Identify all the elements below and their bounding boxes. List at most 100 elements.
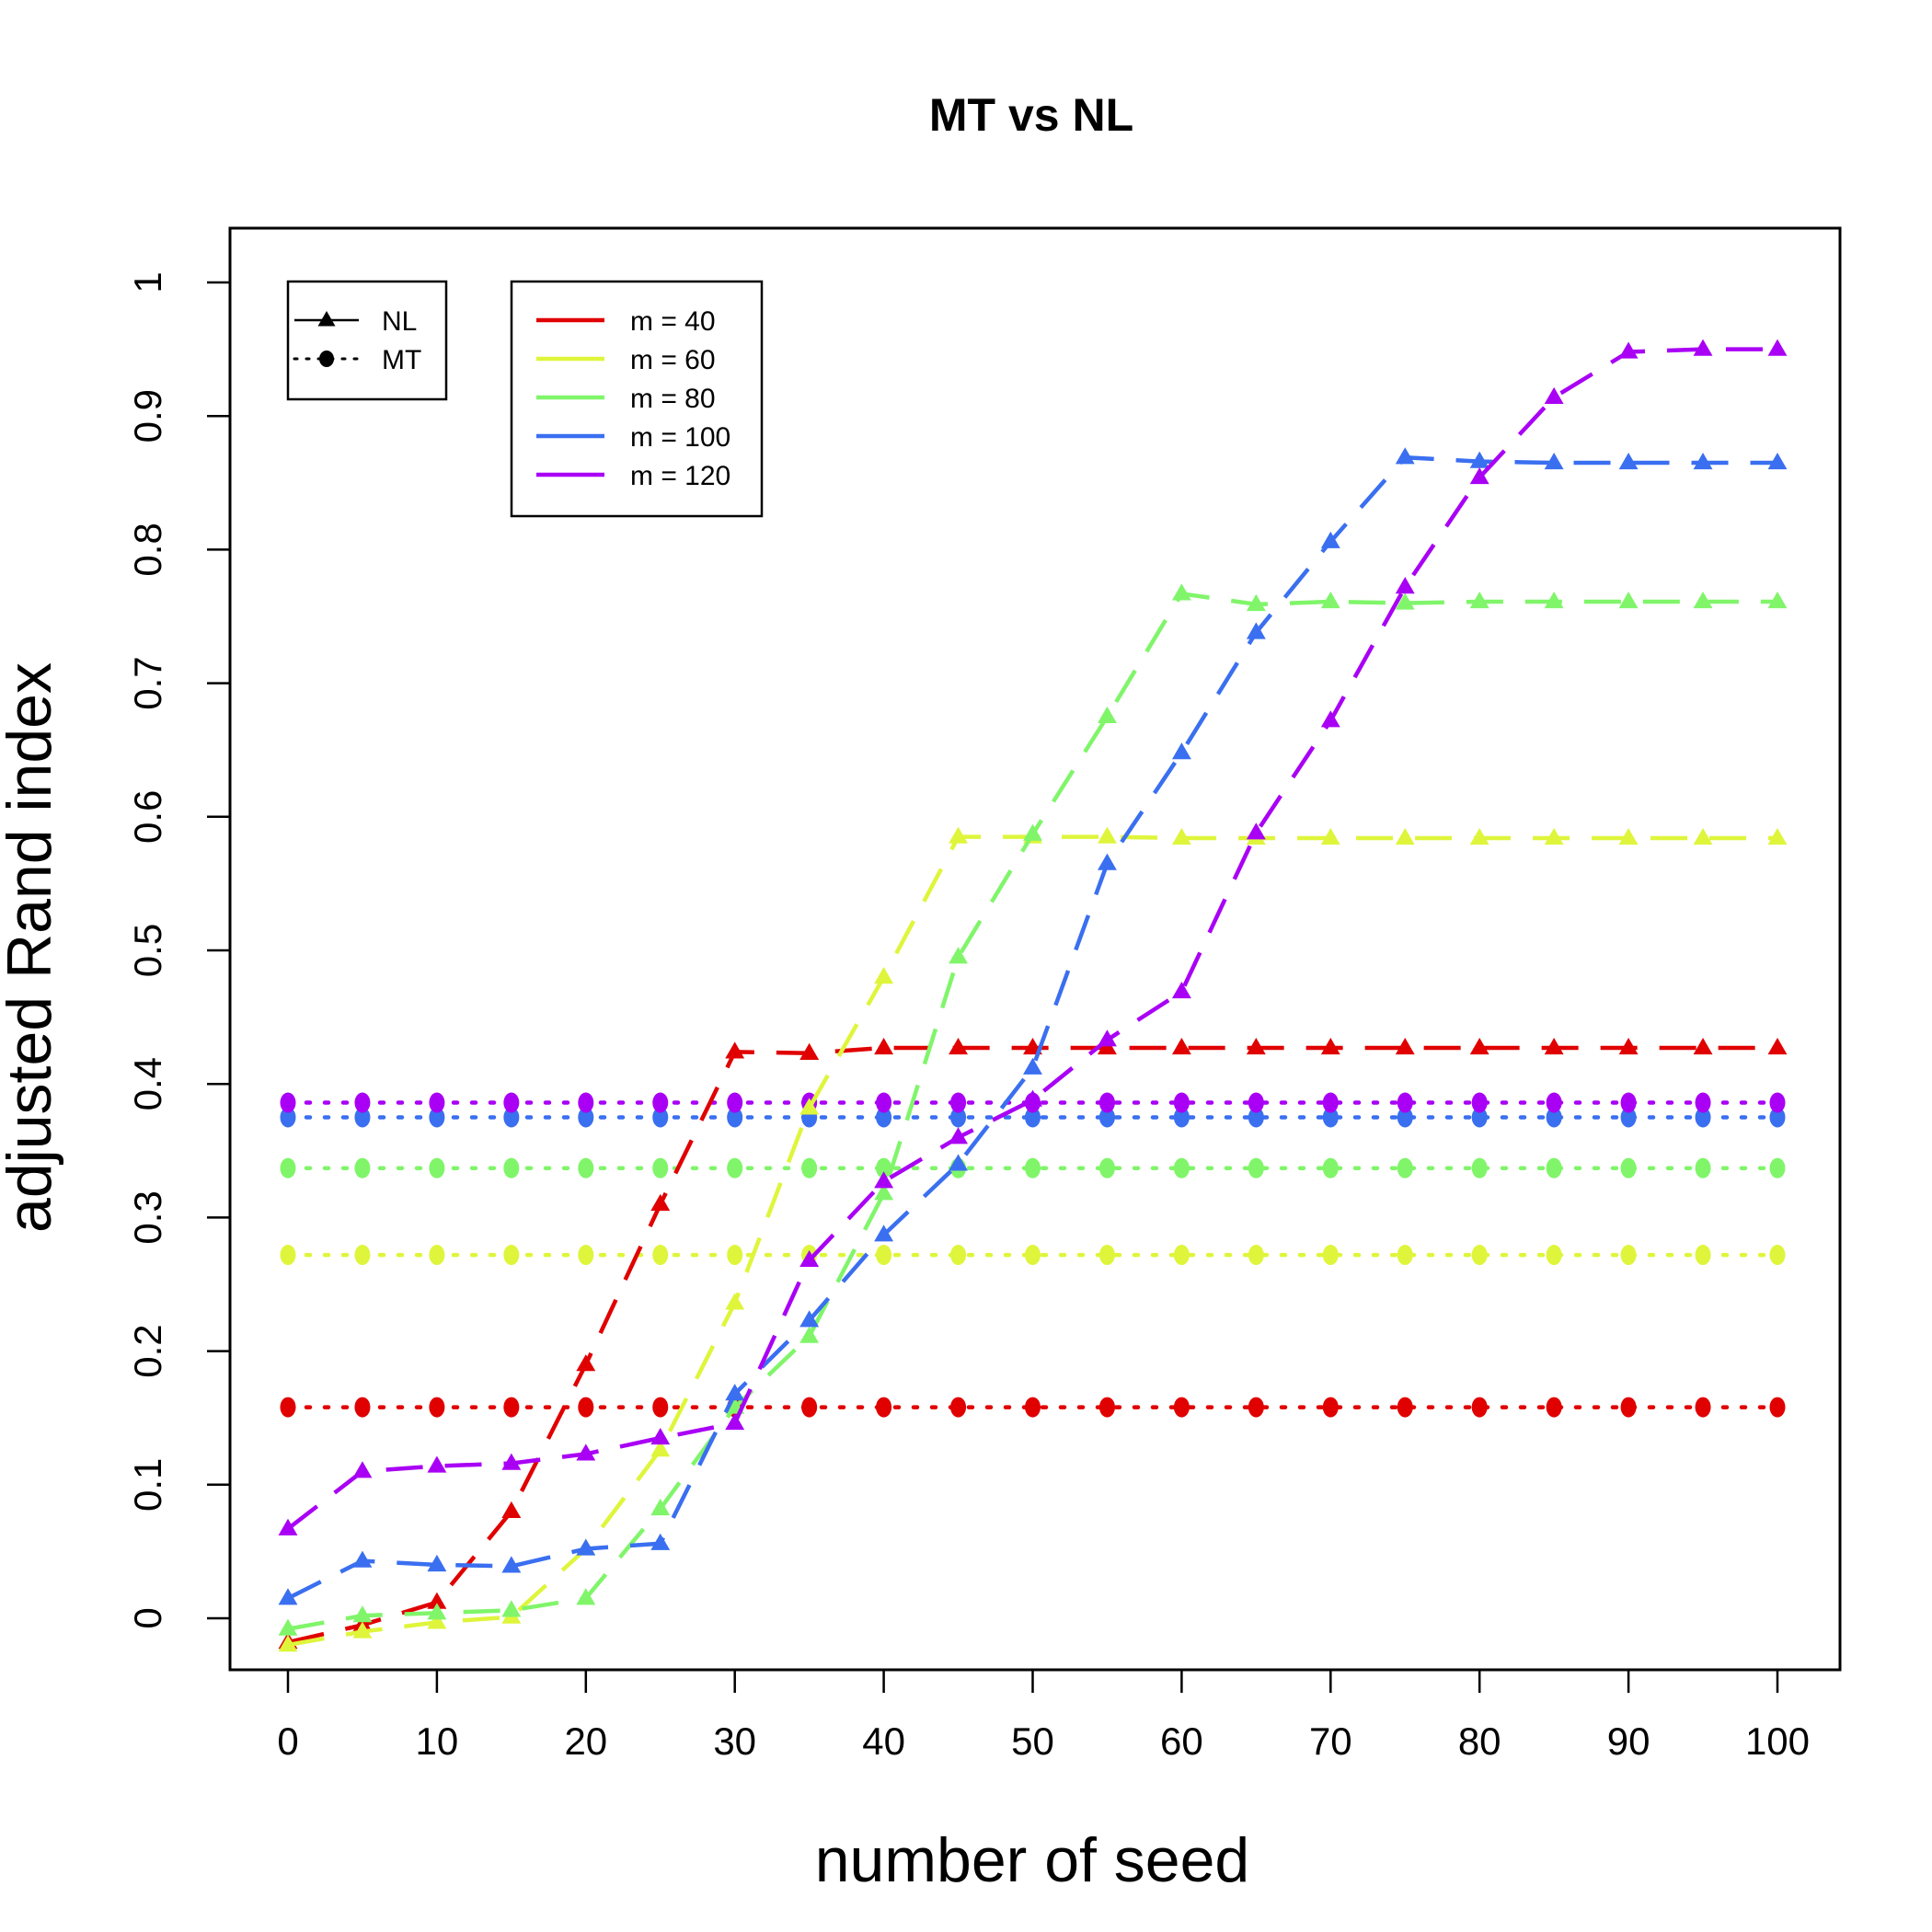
x-axis: 0 10 20 30 40 50 60 70 80 90 100 xyxy=(277,1668,1810,1763)
data-point-nl xyxy=(1618,341,1639,359)
data-point-mt xyxy=(1695,1107,1711,1128)
data-point-nl xyxy=(799,1326,820,1343)
legend-m-label: m = 120 xyxy=(630,461,730,491)
data-point-mt xyxy=(1322,1107,1339,1128)
data-point-mt xyxy=(1397,1092,1413,1113)
data-point-nl xyxy=(725,1041,745,1059)
data-point-nl xyxy=(501,1556,522,1573)
data-point-mt xyxy=(1322,1397,1339,1418)
data-point-nl xyxy=(1098,853,1117,870)
y-tick-label: 0.6 xyxy=(126,790,169,844)
data-point-mt xyxy=(652,1157,669,1179)
data-point-nl xyxy=(427,1612,447,1629)
data-point-mt xyxy=(1248,1157,1264,1179)
data-point-mt xyxy=(503,1107,520,1128)
data-point-mt xyxy=(280,1107,296,1128)
data-point-nl xyxy=(1246,593,1266,612)
data-point-mt xyxy=(503,1157,520,1179)
data-point-nl xyxy=(1544,828,1564,845)
y-axis-label: adjusted Rand index xyxy=(0,662,64,1233)
data-point-nl xyxy=(1767,592,1788,609)
data-point-mt xyxy=(1620,1245,1637,1266)
data-point-nl xyxy=(725,1384,745,1401)
data-point-nl xyxy=(352,1605,373,1623)
y-tick-label: 0.8 xyxy=(126,523,169,576)
series-nl xyxy=(278,339,1788,1535)
data-point-mt xyxy=(1546,1107,1562,1128)
data-point-nl xyxy=(650,1498,671,1516)
data-point-mt xyxy=(1173,1092,1190,1113)
series-line-nl xyxy=(287,1045,1777,1645)
series-mt xyxy=(280,1397,1786,1418)
data-point-mt xyxy=(354,1107,371,1128)
series-line-nl xyxy=(287,834,1777,1648)
x-axis-label: number of seed xyxy=(815,1825,1250,1895)
data-point-nl xyxy=(799,1249,820,1268)
data-point-mt xyxy=(1471,1107,1488,1128)
data-point-mt xyxy=(280,1092,296,1113)
data-point-mt xyxy=(578,1397,594,1418)
data-point-nl xyxy=(1395,447,1415,465)
data-point-mt xyxy=(578,1157,594,1179)
data-point-nl xyxy=(874,1225,894,1242)
x-tick-label: 50 xyxy=(1011,1719,1054,1763)
legend-method-marker xyxy=(317,311,336,327)
data-point-mt xyxy=(652,1092,669,1113)
data-point-nl xyxy=(799,1310,820,1328)
data-point-nl xyxy=(1767,453,1788,470)
data-point-mt xyxy=(1025,1397,1041,1418)
data-point-nl xyxy=(1023,823,1042,841)
data-point-mt xyxy=(950,1092,967,1113)
data-point-nl xyxy=(650,1193,671,1212)
series-layer xyxy=(278,339,1788,1652)
data-point-nl xyxy=(1320,710,1340,728)
data-point-mt xyxy=(1546,1157,1562,1179)
x-tick-label: 70 xyxy=(1309,1719,1352,1763)
data-point-nl xyxy=(1023,1089,1042,1107)
data-point-nl xyxy=(352,1550,373,1568)
legend-m-label: m = 100 xyxy=(630,422,730,453)
series-mt xyxy=(280,1157,1786,1179)
data-point-nl xyxy=(949,1154,968,1171)
data-point-mt xyxy=(950,1107,967,1128)
series-nl xyxy=(278,1037,1788,1650)
legend-m: m = 40 m = 60 m = 80 m = 100 m = 120 xyxy=(510,280,764,518)
data-point-nl xyxy=(427,1554,447,1572)
data-point-nl xyxy=(874,967,894,984)
legend-method-label: NL xyxy=(382,306,417,337)
data-point-mt xyxy=(354,1245,371,1266)
data-point-mt xyxy=(1025,1157,1041,1179)
data-point-nl xyxy=(1395,828,1415,845)
data-point-nl xyxy=(278,1635,298,1652)
data-point-mt xyxy=(1695,1397,1711,1418)
data-point-nl xyxy=(1618,592,1639,609)
data-point-nl xyxy=(1098,826,1117,844)
y-axis: 0 0.1 0.2 0.3 0.4 0.5 0.6 0.7 0.8 0.9 1 xyxy=(126,271,232,1629)
data-point-mt xyxy=(1248,1107,1264,1128)
data-point-mt xyxy=(280,1157,296,1179)
data-point-nl xyxy=(1320,531,1340,548)
data-point-nl xyxy=(427,1455,447,1473)
y-tick-label: 0.2 xyxy=(126,1324,169,1377)
data-point-nl xyxy=(1544,453,1564,470)
data-point-nl xyxy=(1320,592,1340,609)
data-point-mt xyxy=(876,1157,892,1179)
data-point-mt xyxy=(1322,1245,1339,1266)
data-point-nl xyxy=(1098,706,1117,724)
data-point-nl xyxy=(352,1461,373,1478)
data-point-nl xyxy=(1693,592,1713,609)
data-point-mt xyxy=(1098,1397,1115,1418)
data-point-nl xyxy=(1469,592,1489,609)
data-point-nl xyxy=(1171,583,1191,601)
data-point-nl xyxy=(1544,592,1564,609)
data-point-nl xyxy=(278,1588,298,1605)
data-point-mt xyxy=(429,1092,445,1113)
data-point-mt xyxy=(578,1092,594,1113)
data-point-mt xyxy=(1620,1397,1637,1418)
data-point-mt xyxy=(1397,1157,1413,1179)
data-point-nl xyxy=(1469,466,1489,485)
chart-title: MT vs NL xyxy=(929,89,1133,141)
series-mt xyxy=(280,1107,1786,1128)
data-point-mt xyxy=(876,1245,892,1266)
